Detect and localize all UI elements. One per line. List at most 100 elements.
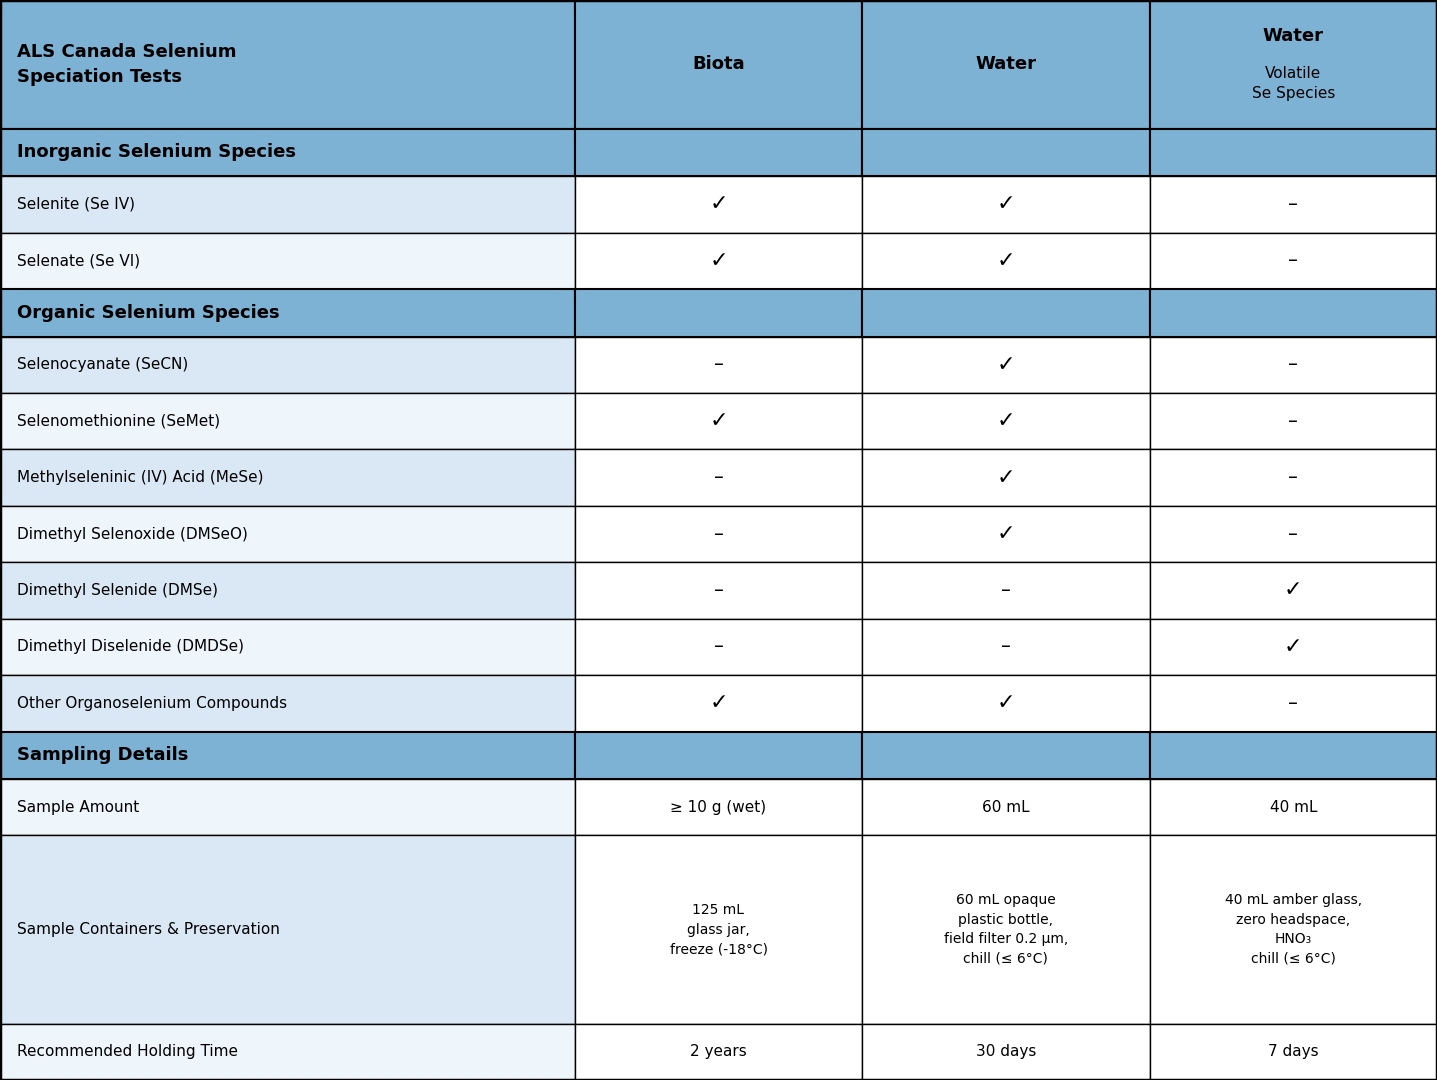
Bar — [862, 619, 1150, 675]
Bar — [862, 836, 1150, 1024]
Text: ✓: ✓ — [1285, 637, 1302, 657]
Bar — [1150, 779, 1437, 836]
Text: Dimethyl Selenoxide (DMSeO): Dimethyl Selenoxide (DMSeO) — [17, 527, 249, 541]
Bar — [0, 449, 575, 505]
Bar — [0, 731, 575, 779]
Bar — [575, 337, 862, 393]
Bar — [575, 505, 862, 563]
Bar — [0, 675, 575, 731]
Bar — [1150, 176, 1437, 232]
Text: –: – — [1289, 194, 1298, 214]
Text: –: – — [1289, 252, 1298, 270]
Bar — [1150, 619, 1437, 675]
Text: –: – — [1002, 581, 1010, 600]
Bar — [862, 0, 1150, 129]
Bar — [1150, 289, 1437, 337]
Bar — [1150, 1024, 1437, 1080]
Bar — [1150, 731, 1437, 779]
Bar — [862, 176, 1150, 232]
Bar — [0, 393, 575, 449]
Text: 40 mL: 40 mL — [1269, 800, 1318, 814]
Bar — [575, 731, 862, 779]
Text: –: – — [1289, 355, 1298, 375]
Bar — [1150, 836, 1437, 1024]
Text: Organic Selenium Species: Organic Selenium Species — [17, 303, 280, 322]
Bar — [1150, 675, 1437, 731]
Text: Dimethyl Selenide (DMSe): Dimethyl Selenide (DMSe) — [17, 583, 218, 598]
Text: 60 mL opaque
plastic bottle,
field filter 0.2 μm,
chill (≤ 6°C): 60 mL opaque plastic bottle, field filte… — [944, 893, 1068, 966]
Text: Selenate (Se VI): Selenate (Se VI) — [17, 254, 141, 268]
Text: Other Organoselenium Compounds: Other Organoselenium Compounds — [17, 696, 287, 711]
Bar — [575, 563, 862, 619]
Bar — [0, 619, 575, 675]
Bar — [862, 289, 1150, 337]
Bar — [0, 232, 575, 289]
Bar — [862, 731, 1150, 779]
Text: ✓: ✓ — [997, 468, 1015, 488]
Text: 125 mL
glass jar,
freeze (-18°C): 125 mL glass jar, freeze (-18°C) — [670, 903, 767, 956]
Bar — [1150, 393, 1437, 449]
Text: Sample Amount: Sample Amount — [17, 800, 139, 814]
Bar — [1150, 0, 1437, 129]
Bar — [0, 337, 575, 393]
Bar — [575, 232, 862, 289]
Text: Sampling Details: Sampling Details — [17, 746, 188, 765]
Bar — [862, 449, 1150, 505]
Bar — [1150, 232, 1437, 289]
Text: Selenocyanate (SeCN): Selenocyanate (SeCN) — [17, 357, 188, 373]
Bar — [1150, 449, 1437, 505]
Text: –: – — [714, 525, 723, 543]
Text: ALS Canada Selenium
Speciation Tests: ALS Canada Selenium Speciation Tests — [17, 43, 237, 85]
Bar — [575, 675, 862, 731]
Text: Water: Water — [976, 55, 1036, 73]
Bar — [0, 289, 575, 337]
Text: Inorganic Selenium Species: Inorganic Selenium Species — [17, 144, 296, 161]
Text: Selenomethionine (SeMet): Selenomethionine (SeMet) — [17, 414, 220, 429]
Bar — [1150, 563, 1437, 619]
Text: –: – — [714, 581, 723, 600]
Bar — [0, 836, 575, 1024]
Text: Water: Water — [1263, 27, 1323, 45]
Text: ✓: ✓ — [997, 411, 1015, 431]
Text: ✓: ✓ — [997, 693, 1015, 713]
Text: ✓: ✓ — [1285, 580, 1302, 600]
Text: ✓: ✓ — [997, 524, 1015, 544]
Text: Volatile
Se Species: Volatile Se Species — [1252, 66, 1335, 102]
Bar — [575, 1024, 862, 1080]
Bar — [575, 289, 862, 337]
Text: –: – — [714, 468, 723, 487]
Bar — [575, 393, 862, 449]
Text: Selenite (Se IV): Selenite (Se IV) — [17, 197, 135, 212]
Text: Dimethyl Diselenide (DMDSe): Dimethyl Diselenide (DMDSe) — [17, 639, 244, 654]
Bar — [862, 393, 1150, 449]
Text: ✓: ✓ — [997, 251, 1015, 271]
Bar — [862, 779, 1150, 836]
Text: –: – — [714, 637, 723, 657]
Text: Biota: Biota — [693, 55, 744, 73]
Bar — [0, 0, 575, 129]
Text: –: – — [714, 355, 723, 375]
Bar — [1150, 505, 1437, 563]
Bar — [862, 337, 1150, 393]
Bar — [862, 1024, 1150, 1080]
Bar — [0, 1024, 575, 1080]
Bar — [575, 619, 862, 675]
Bar — [1150, 129, 1437, 176]
Text: –: – — [1289, 525, 1298, 543]
Text: Methylseleninic (IV) Acid (MeSe): Methylseleninic (IV) Acid (MeSe) — [17, 470, 264, 485]
Text: ✓: ✓ — [710, 251, 727, 271]
Bar — [575, 129, 862, 176]
Bar — [1150, 337, 1437, 393]
Bar — [575, 176, 862, 232]
Bar — [0, 779, 575, 836]
Text: ✓: ✓ — [997, 194, 1015, 215]
Text: ✓: ✓ — [710, 194, 727, 215]
Bar — [862, 563, 1150, 619]
Text: ✓: ✓ — [710, 411, 727, 431]
Bar — [575, 0, 862, 129]
Text: 2 years: 2 years — [690, 1044, 747, 1059]
Bar — [575, 779, 862, 836]
Bar — [0, 563, 575, 619]
Bar — [0, 129, 575, 176]
Text: ✓: ✓ — [710, 693, 727, 713]
